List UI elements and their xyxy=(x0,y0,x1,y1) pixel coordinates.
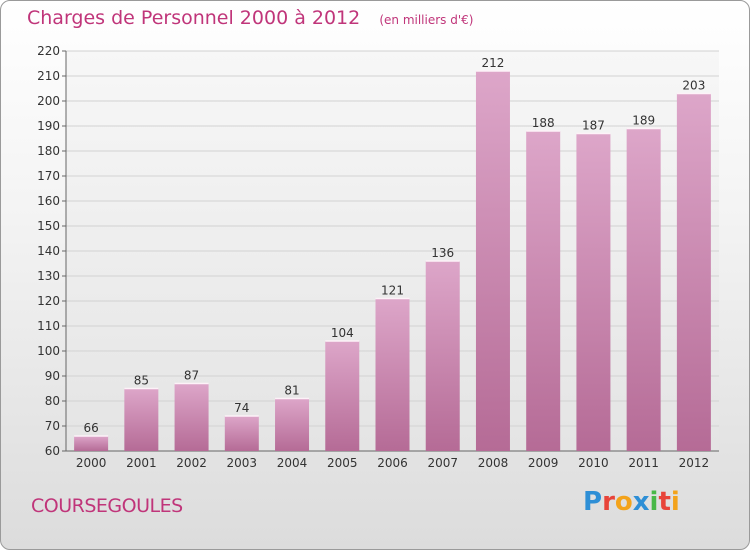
x-tick-label: 2002 xyxy=(176,456,207,470)
x-tick-label: 2000 xyxy=(76,456,107,470)
bar xyxy=(275,398,310,451)
proxiti-logo[interactable]: Proxiti xyxy=(583,487,680,517)
x-tick-label: 2005 xyxy=(327,456,358,470)
y-tick-label: 130 xyxy=(37,269,60,283)
x-tick-label: 2004 xyxy=(277,456,308,470)
data-label: 136 xyxy=(431,246,454,260)
chart-header: Charges de Personnel 2000 à 2012 (en mil… xyxy=(27,7,473,29)
y-tick-label: 90 xyxy=(45,369,60,383)
bar xyxy=(74,436,109,451)
bar xyxy=(325,341,360,451)
bar xyxy=(425,261,460,451)
bar xyxy=(626,128,661,451)
x-tick-label: 2012 xyxy=(679,456,710,470)
bar xyxy=(676,93,711,451)
x-tick-label: 2009 xyxy=(528,456,559,470)
data-label: 187 xyxy=(582,119,605,133)
bar xyxy=(526,131,561,451)
data-label: 74 xyxy=(234,401,249,415)
chart-title: Charges de Personnel 2000 à 2012 xyxy=(27,7,361,29)
y-tick-label: 160 xyxy=(37,194,60,208)
x-tick-label: 2007 xyxy=(427,456,458,470)
data-label: 188 xyxy=(532,116,555,130)
logo-letter: i xyxy=(670,487,680,517)
y-tick-label: 120 xyxy=(37,294,60,308)
data-label: 189 xyxy=(632,114,655,128)
y-tick-label: 60 xyxy=(45,444,60,458)
x-tick-label: 2010 xyxy=(578,456,609,470)
y-tick-label: 100 xyxy=(37,344,60,358)
bar xyxy=(576,133,611,451)
data-label: 85 xyxy=(134,374,149,388)
chart-subtitle: (en milliers d'€) xyxy=(379,13,474,27)
y-tick-label: 150 xyxy=(37,219,60,233)
x-tick-label: 2003 xyxy=(227,456,258,470)
y-tick-label: 170 xyxy=(37,169,60,183)
logo-letter: r xyxy=(602,487,615,517)
y-tick-label: 70 xyxy=(45,419,60,433)
bar xyxy=(124,388,159,451)
town-name: COURSEGOULES xyxy=(31,495,183,517)
y-tick-label: 200 xyxy=(37,94,60,108)
x-tick-label: 2008 xyxy=(478,456,509,470)
y-tick-label: 180 xyxy=(37,144,60,158)
data-label: 121 xyxy=(381,284,404,298)
logo-letter: i xyxy=(649,487,659,517)
y-tick-label: 110 xyxy=(37,319,60,333)
x-tick-label: 2006 xyxy=(377,456,408,470)
data-label: 212 xyxy=(482,56,505,70)
logo-letter: x xyxy=(632,487,650,517)
bar xyxy=(224,416,259,451)
bar xyxy=(375,298,410,451)
y-tick-label: 140 xyxy=(37,244,60,258)
data-label: 104 xyxy=(331,326,354,340)
y-tick-label: 80 xyxy=(45,394,60,408)
y-tick-label: 190 xyxy=(37,119,60,133)
y-tick-label: 220 xyxy=(37,44,60,58)
data-label: 66 xyxy=(83,421,98,435)
data-label: 87 xyxy=(184,369,199,383)
data-label: 81 xyxy=(284,384,299,398)
x-tick-label: 2001 xyxy=(126,456,157,470)
logo-letter: o xyxy=(614,487,633,517)
bar xyxy=(174,383,209,451)
logo-letter: P xyxy=(583,487,603,517)
data-label: 203 xyxy=(682,79,705,93)
bar xyxy=(475,71,510,451)
x-tick-label: 2011 xyxy=(628,456,659,470)
logo-letter: t xyxy=(658,487,671,517)
y-tick-label: 210 xyxy=(37,69,60,83)
